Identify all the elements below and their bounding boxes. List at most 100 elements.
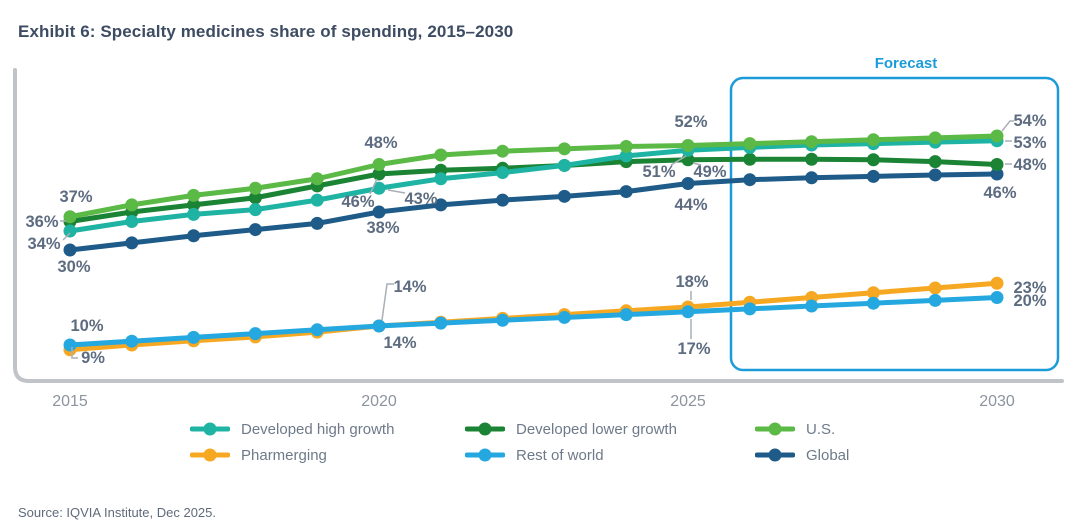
- forecast-box: [729, 76, 1060, 372]
- data-label-us-2025: 52%: [674, 113, 707, 131]
- leader-line-dhg-2015: [62, 232, 71, 241]
- data-point-row-2022: [496, 313, 510, 327]
- data-point-us-2026: [743, 137, 757, 151]
- leader-line-phm-2015: [71, 347, 78, 359]
- data-point-dlg-2018: [248, 191, 262, 205]
- data-point-row-2021: [434, 316, 448, 330]
- data-point-glb-2018: [248, 223, 262, 237]
- data-point-phm-2030: [990, 276, 1004, 290]
- data-point-dhg-2023: [557, 158, 571, 172]
- data-point-row-2023: [557, 310, 571, 324]
- data-label-glb-2015: 30%: [57, 258, 90, 276]
- x-tick-2030: 2030: [979, 393, 1015, 410]
- data-point-glb-2019: [310, 216, 324, 230]
- data-point-glb-2016: [125, 236, 139, 250]
- data-point-us-2022: [496, 144, 510, 158]
- data-point-glb-2015: [63, 243, 77, 257]
- x-tick-2025: 2025: [670, 393, 706, 410]
- legend-item-glb: Global: [755, 442, 849, 468]
- data-label-dlg-2020: 46%: [341, 193, 374, 211]
- series-line-us: [67, 133, 1000, 220]
- data-label-dhg-2030: 53%: [1013, 134, 1046, 152]
- legend-label-glb: Global: [806, 446, 850, 464]
- legend-marker-row: [465, 448, 505, 462]
- data-point-dhg-2018: [248, 203, 262, 217]
- data-point-dlg-2030: [990, 158, 1004, 171]
- legend-item-phm: Pharmerging: [190, 442, 465, 468]
- data-point-dlg-2029: [928, 155, 942, 169]
- data-point-dhg-2019: [310, 193, 324, 207]
- data-point-dlg-2026: [743, 152, 757, 166]
- data-point-row-2028: [866, 296, 880, 310]
- data-point-us-2020: [372, 158, 386, 171]
- data-point-row-2016: [125, 334, 139, 348]
- data-point-row-2029: [928, 293, 942, 307]
- data-point-us-2018: [248, 181, 262, 195]
- data-point-us-2027: [805, 135, 819, 149]
- leader-line-row-2020: [381, 283, 394, 321]
- data-point-us-2030: [990, 129, 1004, 143]
- source-note: Source: IQVIA Institute, Dec 2025.: [18, 505, 216, 520]
- data-label-phm-2015: 9%: [81, 349, 105, 367]
- data-point-glb-2026: [743, 173, 757, 187]
- data-point-us-2025: [681, 139, 695, 152]
- data-point-dhg-2021: [434, 172, 448, 186]
- data-label-dlg-2015: 36%: [25, 213, 58, 231]
- data-point-us-2024: [619, 139, 633, 153]
- data-point-row-2026: [743, 302, 757, 316]
- legend-item-dhg: Developed high growth: [190, 416, 465, 442]
- data-label-phm-2030: 23%: [1013, 279, 1046, 297]
- data-point-phm-2029: [928, 281, 942, 295]
- legend-item-us: U.S.: [755, 416, 849, 442]
- axis-frame: [13, 68, 1064, 383]
- legend-label-us: U.S.: [806, 420, 836, 438]
- data-point-row-2017: [187, 330, 201, 344]
- data-point-row-2024: [619, 308, 633, 322]
- data-point-us-2023: [557, 142, 571, 156]
- data-point-us-2021: [434, 148, 448, 162]
- data-point-dhg-2015: [63, 224, 77, 238]
- data-point-us-2028: [866, 133, 880, 147]
- data-label-dhg-2020: 43%: [404, 190, 437, 208]
- data-point-us-2029: [928, 131, 942, 145]
- data-point-us-2017: [187, 188, 201, 202]
- data-point-us-2015: [63, 210, 77, 224]
- series-line-glb: [67, 171, 1000, 253]
- data-point-glb-2025: [681, 177, 695, 190]
- data-point-glb-2028: [866, 169, 880, 183]
- x-tick-2020: 2020: [361, 393, 397, 410]
- leader-line-dlg-2025: [692, 162, 702, 166]
- data-point-row-2015: [63, 338, 77, 352]
- leader-line-dhg-2025: [670, 155, 687, 166]
- data-point-glb-2023: [557, 189, 571, 203]
- data-label-dlg-2030: 48%: [1013, 156, 1046, 174]
- data-point-phm-2028: [866, 286, 880, 300]
- leader-line-dlg-2020: [369, 178, 378, 195]
- legend-marker-phm: [190, 448, 230, 462]
- data-point-glb-2020: [372, 205, 386, 219]
- data-point-glb-2029: [928, 168, 942, 182]
- data-point-us-2019: [310, 172, 324, 186]
- data-label-us-2030: 54%: [1013, 112, 1046, 130]
- data-label-glb-2030: 46%: [983, 184, 1016, 202]
- data-point-dhg-2020: [372, 181, 386, 195]
- legend-marker-dlg: [465, 422, 505, 436]
- chart-legend: Developed high growth Developed lower gro…: [190, 416, 849, 468]
- data-point-glb-2027: [805, 171, 819, 185]
- legend-item-dlg: Developed lower growth: [465, 416, 755, 442]
- x-tick-2015: 2015: [52, 393, 88, 410]
- data-label-dhg-2015: 34%: [27, 235, 60, 253]
- data-point-dhg-2017: [187, 207, 201, 221]
- data-point-glb-2030: [990, 167, 1004, 181]
- data-point-row-2030: [990, 291, 1004, 304]
- data-label-phm-2025: 18%: [675, 273, 708, 291]
- data-point-dhg-2024: [619, 149, 633, 163]
- data-point-us-2016: [125, 198, 139, 212]
- data-label-us-2020: 48%: [364, 134, 397, 152]
- legend-label-dhg: Developed high growth: [241, 420, 395, 438]
- forecast-label: Forecast: [875, 55, 938, 72]
- legend-label-dlg: Developed lower growth: [516, 420, 677, 438]
- data-point-glb-2022: [496, 193, 510, 207]
- leader-line-dhg-2020: [387, 189, 406, 194]
